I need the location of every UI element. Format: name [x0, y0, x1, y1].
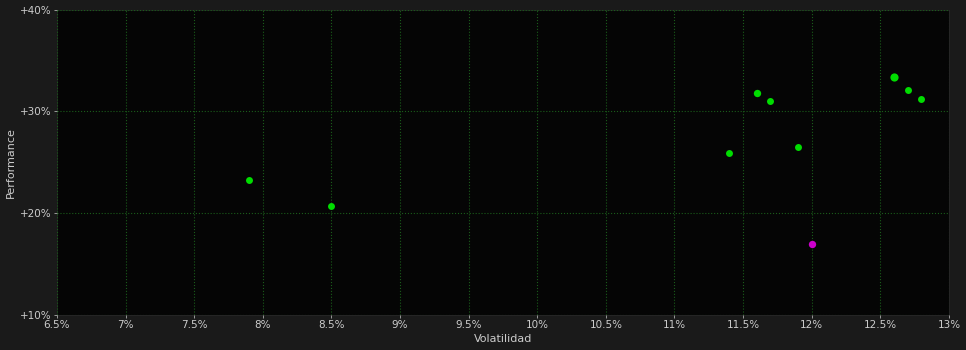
Point — [900, 87, 916, 93]
Point — [749, 90, 764, 96]
Point — [722, 150, 737, 156]
Point — [790, 144, 806, 150]
Y-axis label: Performance: Performance — [6, 127, 15, 198]
Point — [763, 98, 779, 104]
Point — [914, 96, 929, 102]
Point — [804, 241, 819, 246]
Point — [242, 178, 257, 183]
Point — [886, 74, 901, 79]
Point — [324, 203, 339, 209]
X-axis label: Volatilidad: Volatilidad — [473, 335, 532, 344]
